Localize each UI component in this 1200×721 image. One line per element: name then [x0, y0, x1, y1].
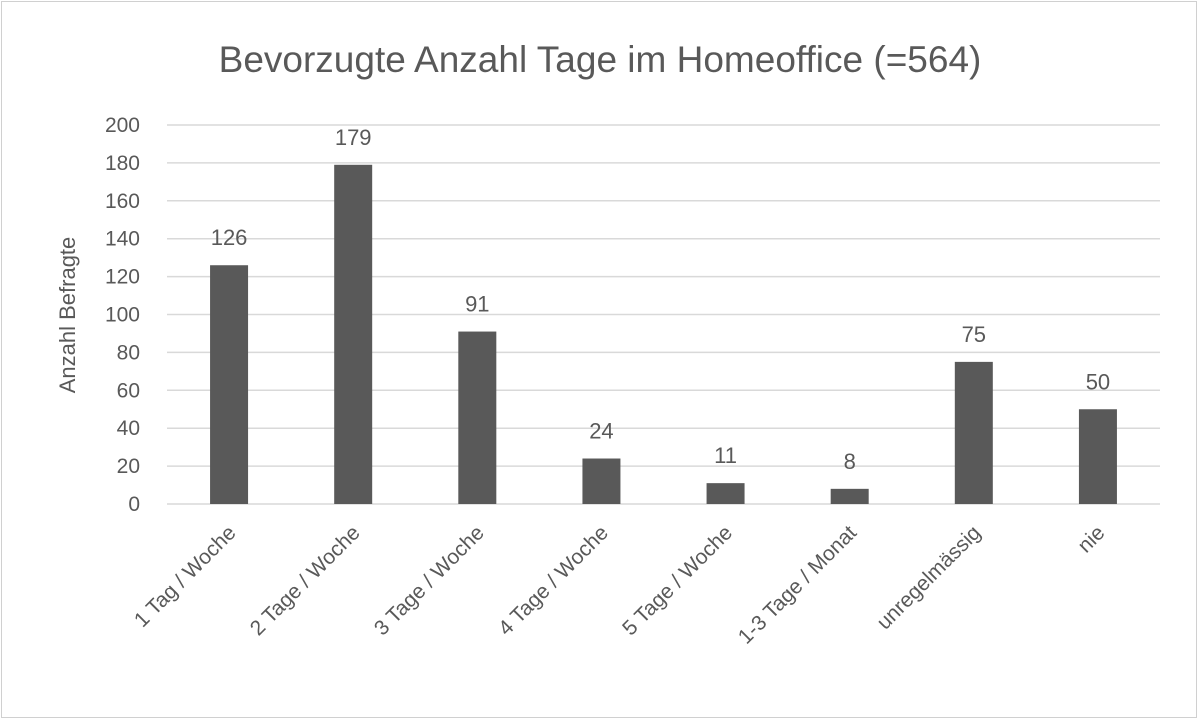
bar [1078, 409, 1117, 504]
x-tick-label: unregelmässig [873, 521, 986, 634]
bar [210, 265, 249, 504]
data-label: 24 [589, 419, 613, 444]
x-tick-label: 4 Tage / Woche [494, 521, 613, 640]
y-tick-label: 40 [117, 417, 140, 440]
data-label: 126 [211, 225, 248, 250]
y-tick-label: 120 [105, 266, 140, 289]
x-tick-label: 3 Tage / Woche [370, 521, 489, 640]
y-tick-label: 20 [117, 455, 140, 478]
y-tick-label: 0 [128, 493, 140, 516]
bar [458, 331, 497, 504]
data-label: 75 [962, 322, 986, 347]
y-tick-label: 60 [117, 379, 140, 402]
y-tick-label: 200 [105, 114, 140, 137]
data-label: 11 [714, 443, 737, 468]
bar [334, 164, 373, 505]
x-tick-label: 2 Tage / Woche [246, 521, 365, 640]
x-tick-label: nie [1073, 521, 1109, 557]
data-label: 91 [465, 292, 489, 317]
data-label: 8 [844, 449, 856, 474]
x-tick-label: 5 Tage / Woche [618, 521, 737, 640]
bar [582, 458, 621, 504]
bar [954, 361, 993, 504]
y-tick-label: 180 [105, 152, 140, 175]
data-label: 50 [1086, 369, 1110, 394]
x-tick-label: 1-3 Tage / Monat [734, 521, 862, 649]
y-tick-label: 160 [105, 190, 140, 213]
y-tick-label: 140 [105, 228, 140, 251]
x-tick-label: 1 Tag / Woche [130, 521, 241, 632]
y-tick-label: 80 [117, 341, 140, 364]
chart-title: Bevorzugte Anzahl Tage im Homeoffice (=5… [219, 39, 982, 80]
bar [706, 483, 745, 504]
data-label: 179 [335, 125, 372, 150]
y-axis-label: Anzahl Befragte [55, 237, 80, 394]
bar [830, 488, 869, 504]
y-tick-label: 100 [105, 304, 140, 327]
